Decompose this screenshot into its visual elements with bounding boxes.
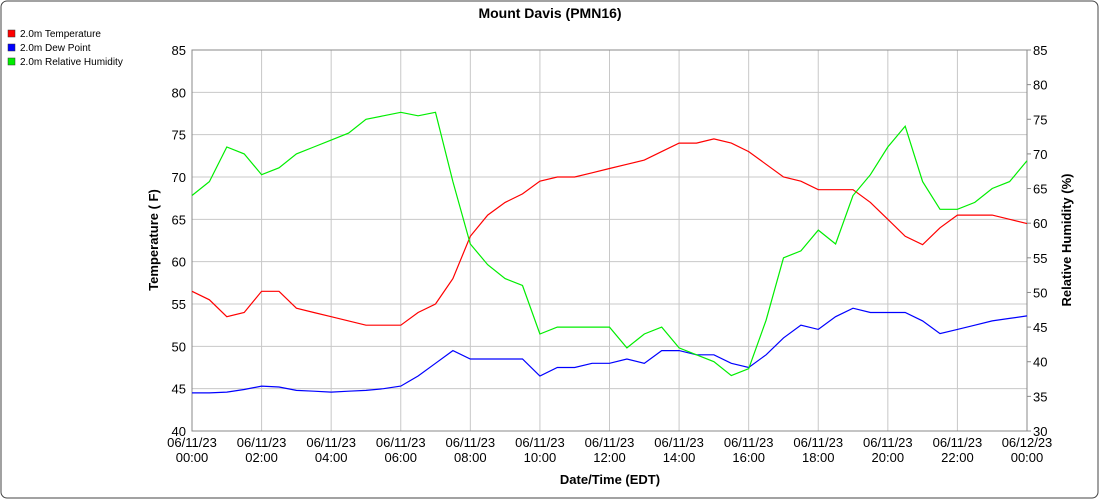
legend-swatch	[7, 43, 16, 52]
plot-border	[191, 49, 1028, 432]
y2-tick-label: 85	[1033, 43, 1047, 58]
y-tick-label: 55	[172, 297, 186, 312]
y2-tick-label: 80	[1033, 78, 1047, 93]
legend-label: 2.0m Temperature	[20, 29, 101, 40]
y2-tick-label: 60	[1033, 216, 1047, 231]
y-axis-title: Temperature ( F)	[146, 189, 161, 291]
x-tick-label: 06/11/23 14:00	[654, 435, 704, 465]
y-tick-label: 40	[172, 424, 186, 439]
x-tick-label: 06/11/23 12:00	[585, 435, 635, 465]
y2-tick-label: 55	[1033, 251, 1047, 266]
x-tick-label: 06/11/23 08:00	[446, 435, 496, 465]
y2-tick-label: 35	[1033, 389, 1047, 404]
legend-label: 2.0m Relative Humidity	[20, 57, 123, 68]
x-tick-label: 06/11/23 00:00	[167, 435, 217, 465]
series-line	[191, 111, 1028, 377]
x-tick-label: 06/11/23 20:00	[863, 435, 913, 465]
y2-tick-label: 30	[1033, 424, 1047, 439]
y2-axis-title: Relative Humidity (%)	[1059, 174, 1074, 307]
legend-swatch	[7, 29, 16, 38]
y2-tick-label: 65	[1033, 182, 1047, 197]
y-tick-label: 85	[172, 43, 186, 58]
x-tick-label: 06/11/23 02:00	[237, 435, 287, 465]
y2-tick-label: 75	[1033, 112, 1047, 127]
chart-title: Mount Davis (PMN16)	[478, 5, 621, 21]
y-tick-label: 65	[172, 212, 186, 227]
x-tick-label: 06/11/23 16:00	[724, 435, 774, 465]
series-line	[191, 138, 1028, 326]
legend-swatch	[7, 57, 16, 66]
series-line	[192, 307, 1028, 394]
y-tick-label: 60	[172, 255, 186, 270]
x-tick-label: 06/11/23 10:00	[515, 435, 565, 465]
y2-tick-label: 40	[1033, 355, 1047, 370]
y-tick-label: 75	[172, 128, 186, 143]
y2-tick-label: 50	[1033, 285, 1047, 300]
x-tick-label: 06/11/23 18:00	[793, 435, 843, 465]
y-tick-label: 80	[172, 85, 186, 100]
x-axis-title: Date/Time (EDT)	[560, 472, 660, 487]
y-tick-label: 70	[172, 170, 186, 185]
x-tick-label: 06/11/23 06:00	[376, 435, 426, 465]
y2-tick-label: 70	[1033, 147, 1047, 162]
x-tick-label: 06/11/23 22:00	[933, 435, 983, 465]
y-tick-label: 50	[172, 339, 186, 354]
y2-tick-label: 45	[1033, 320, 1047, 335]
legend-label: 2.0m Dew Point	[20, 43, 91, 54]
y-tick-label: 45	[172, 382, 186, 397]
x-tick-label: 06/11/23 04:00	[306, 435, 356, 465]
x-tick-label: 06/12/23 00:00	[1002, 435, 1053, 465]
